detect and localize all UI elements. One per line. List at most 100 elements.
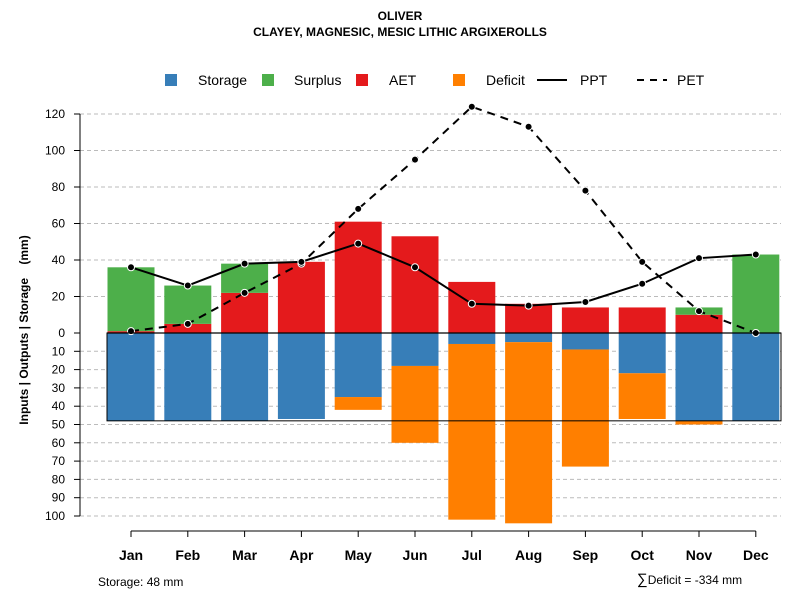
ppt-point bbox=[695, 254, 703, 263]
ppt-point bbox=[183, 281, 192, 290]
bar-storage bbox=[675, 333, 723, 421]
legend-label-storage: Storage bbox=[198, 72, 247, 88]
bar-surplus bbox=[732, 254, 780, 333]
x-tick-label: May bbox=[345, 547, 372, 563]
deficit-footer: ∑Deficit = -334 mm bbox=[637, 571, 742, 588]
x-tick-label: Jan bbox=[119, 547, 143, 563]
pet-point bbox=[127, 327, 135, 336]
bar-deficit bbox=[505, 342, 553, 524]
y-tick-label: 100 bbox=[45, 509, 65, 523]
bar-surplus bbox=[107, 267, 155, 332]
bar-aet bbox=[391, 236, 439, 333]
pet-point bbox=[638, 257, 647, 266]
chart-subtitle: CLAYEY, MAGNESIC, MESIC LITHIC ARGIXEROL… bbox=[253, 25, 547, 39]
y-tick-label: 120 bbox=[45, 107, 65, 121]
ppt-line bbox=[130, 242, 756, 307]
x-tick-label: Apr bbox=[289, 547, 314, 563]
x-tick-label: Dec bbox=[743, 547, 769, 563]
x-tick-label: Aug bbox=[515, 547, 542, 563]
x-tick-label: Feb bbox=[175, 547, 200, 563]
bar-deficit bbox=[448, 343, 496, 520]
x-tick-label: Jul bbox=[462, 547, 482, 563]
pet-point bbox=[524, 122, 533, 131]
bar-storage bbox=[448, 333, 496, 344]
legend-label-deficit: Deficit bbox=[486, 72, 525, 88]
y-tick-label: 90 bbox=[52, 491, 66, 505]
y-tick-label: 50 bbox=[52, 418, 66, 432]
legend-label-surplus: Surplus bbox=[294, 72, 341, 88]
x-tick-label: Sep bbox=[573, 547, 599, 563]
legend-swatch-aet bbox=[356, 74, 368, 86]
x-tick-label: Mar bbox=[232, 547, 257, 563]
bar-aet bbox=[618, 307, 666, 333]
ppt-point bbox=[240, 259, 249, 268]
legend-label-ppt: PPT bbox=[580, 72, 608, 88]
bar-storage bbox=[391, 333, 439, 366]
bar-aet bbox=[561, 307, 609, 333]
y-axis-label: Inputs | Outputs | Storage (mm) bbox=[17, 235, 31, 424]
bar-deficit bbox=[334, 397, 382, 410]
bar-storage bbox=[164, 333, 212, 421]
pet-point bbox=[183, 319, 192, 328]
y-tick-label: 40 bbox=[52, 253, 66, 267]
x-tick-label: Oct bbox=[631, 547, 655, 563]
ppt-point bbox=[467, 299, 476, 308]
bar-deficit bbox=[561, 349, 609, 467]
y-tick-label: 70 bbox=[52, 454, 66, 468]
legend-swatch-surplus bbox=[262, 74, 274, 86]
bar-storage bbox=[107, 333, 155, 421]
pet-point bbox=[411, 155, 419, 164]
pet-point bbox=[240, 288, 249, 297]
y-tick-label: 80 bbox=[52, 472, 66, 486]
sum-symbol: ∑ bbox=[637, 571, 648, 588]
ppt-point bbox=[581, 297, 590, 306]
y-tick-label: 20 bbox=[52, 363, 66, 377]
ppt-point bbox=[354, 239, 363, 248]
y-tick-label: 10 bbox=[52, 344, 66, 358]
bar-aet bbox=[277, 261, 325, 333]
ppt-point bbox=[297, 257, 306, 266]
chart-title: OLIVER bbox=[377, 9, 423, 23]
legend-swatch-storage bbox=[165, 74, 177, 86]
bar-aet bbox=[164, 323, 212, 333]
y-tick-label: 20 bbox=[52, 290, 66, 304]
legend-label-pet: PET bbox=[677, 72, 705, 88]
bar-storage bbox=[221, 333, 269, 421]
ppt-point bbox=[524, 301, 533, 310]
y-tick-label: 80 bbox=[52, 180, 66, 194]
y-tick-label: 30 bbox=[52, 381, 66, 395]
pet-point bbox=[354, 204, 363, 213]
ppt-point bbox=[638, 279, 647, 288]
bar-storage bbox=[277, 333, 325, 420]
bar-aet bbox=[334, 221, 382, 333]
bar-storage bbox=[618, 333, 666, 374]
pet-line bbox=[130, 105, 757, 334]
bar-aet bbox=[221, 292, 269, 333]
y-tick-label: 60 bbox=[52, 217, 66, 231]
legend-label-aet: AET bbox=[389, 72, 417, 88]
bar-surplus bbox=[221, 263, 269, 293]
bar-storage bbox=[732, 333, 780, 421]
y-tick-label: 0 bbox=[58, 326, 65, 340]
pet-point bbox=[695, 307, 703, 316]
pet-point bbox=[467, 102, 476, 111]
deficit-footer-label: Deficit = -334 mm bbox=[647, 573, 743, 587]
bar-deficit bbox=[391, 365, 439, 443]
ppt-point bbox=[751, 250, 760, 259]
bar-deficit bbox=[675, 420, 723, 425]
storage-footer: Storage: 48 mm bbox=[98, 575, 184, 589]
legend-swatch-deficit bbox=[453, 74, 465, 86]
ppt-point bbox=[411, 263, 419, 272]
y-tick-label: 40 bbox=[52, 399, 66, 413]
bar-surplus bbox=[164, 285, 212, 324]
bar-storage bbox=[505, 333, 553, 343]
ppt-point bbox=[127, 263, 135, 272]
pet-point bbox=[581, 186, 590, 195]
bar-deficit bbox=[618, 373, 666, 420]
bar-aet bbox=[675, 314, 723, 333]
y-tick-label: 100 bbox=[45, 144, 65, 158]
bar-storage bbox=[334, 333, 382, 398]
x-tick-label: Jun bbox=[403, 547, 428, 563]
x-tick-label: Nov bbox=[686, 547, 713, 563]
